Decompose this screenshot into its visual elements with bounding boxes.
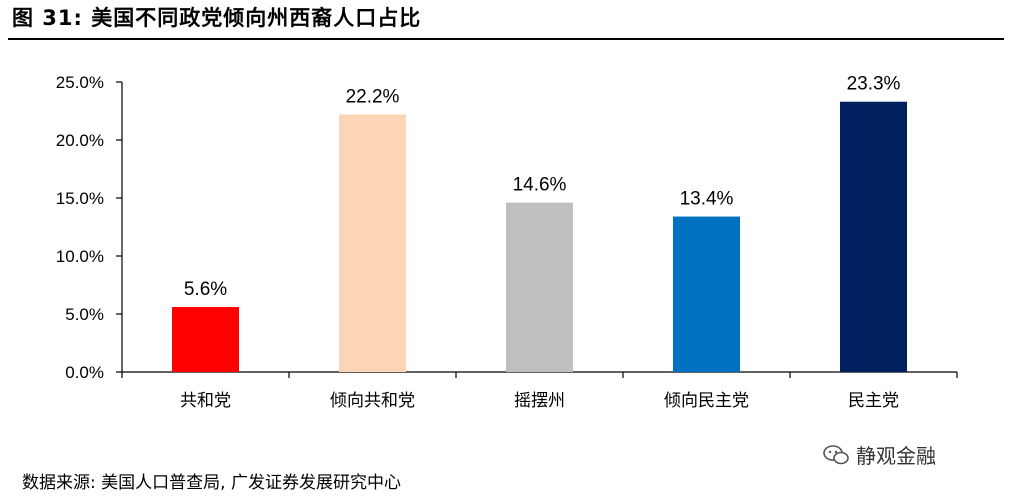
y-tick-label: 15.0% [56,189,104,208]
bar [840,101,907,372]
category-label: 倾向共和党 [330,391,415,411]
watermark: 静观金融 [822,440,936,469]
data-label: 5.6% [184,279,227,300]
y-tick-label: 20.0% [56,131,104,150]
bar [339,114,406,372]
y-tick-label: 0.0% [65,363,104,382]
chat-bubble-icon [823,444,849,464]
title-divider [8,38,1004,40]
category-label: 民主党 [848,391,899,411]
bar [506,202,573,372]
chart-labels: 0.0% 5.0% 10.0% 15.0% 20.0% 25.0% 5.6% 共和党 22.2%… [56,73,901,411]
bar [673,216,740,372]
bar [172,307,239,372]
data-label: 22.2% [346,86,400,107]
data-label: 23.3% [847,74,901,95]
source-note: 数据来源: 美国人口普查局, 广发证券发展研究中心 [22,473,401,493]
category-label: 摇摆州 [514,391,565,411]
data-label: 14.6% [513,175,567,196]
watermark-text: 静观金融 [856,444,936,468]
bar-chart: 0.0% 5.0% 10.0% 15.0% 20.0% 25.0% 5.6% 共和党 22.2%… [56,73,958,411]
data-label: 13.4% [680,189,734,210]
category-label: 倾向民主党 [664,391,749,411]
chart-bars [172,101,907,372]
category-label: 共和党 [180,391,231,411]
figure-title: 图 31: 美国不同政党倾向州西裔人口占比 [12,6,422,30]
y-tick-label: 10.0% [56,247,104,266]
y-tick-label: 5.0% [65,305,104,324]
y-tick-label: 25.0% [56,73,104,92]
